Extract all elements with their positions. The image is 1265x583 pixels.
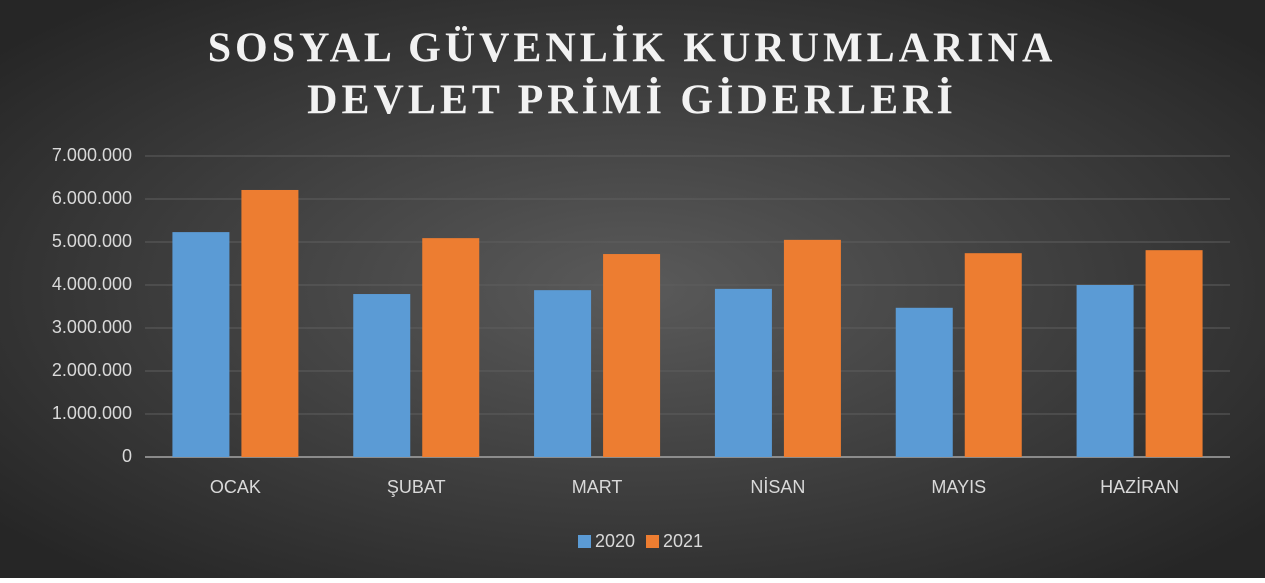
y-tick-label: 5.000.000: [52, 231, 132, 251]
chart-title: DEVLET PRİMİ GİDERLERİ: [307, 77, 957, 124]
x-tick-label: NİSAN: [750, 477, 805, 497]
legend-label: 2020: [595, 531, 635, 551]
y-tick-label: 6.000.000: [52, 188, 132, 208]
y-tick-label: 7.000.000: [52, 145, 132, 165]
x-tick-label: OCAK: [210, 477, 261, 497]
bar: [534, 290, 592, 457]
chart-title: SOSYAL GÜVENLİK KURUMLARINA: [208, 25, 1057, 72]
bar: [783, 239, 841, 457]
bar: [895, 307, 953, 457]
y-tick-label: 2.000.000: [52, 360, 132, 380]
legend-swatch: [646, 535, 659, 548]
bar: [422, 238, 480, 457]
y-tick-label: 3.000.000: [52, 317, 132, 337]
y-tick-label: 1.000.000: [52, 403, 132, 423]
bar: [603, 254, 661, 457]
x-tick-label: MAYIS: [931, 477, 986, 497]
legend-swatch: [578, 535, 591, 548]
bar: [353, 294, 411, 457]
bar: [1076, 285, 1134, 457]
y-tick-label: 0: [122, 446, 132, 466]
bar: [714, 288, 772, 457]
bar: [1145, 250, 1203, 457]
x-tick-label: MART: [572, 477, 623, 497]
bar: [241, 189, 299, 457]
legend-label: 2021: [663, 531, 703, 551]
x-tick-label: ŞUBAT: [387, 477, 446, 497]
bar: [964, 253, 1022, 457]
bar: [172, 232, 230, 457]
x-tick-label: HAZİRAN: [1100, 477, 1179, 497]
y-tick-label: 4.000.000: [52, 274, 132, 294]
